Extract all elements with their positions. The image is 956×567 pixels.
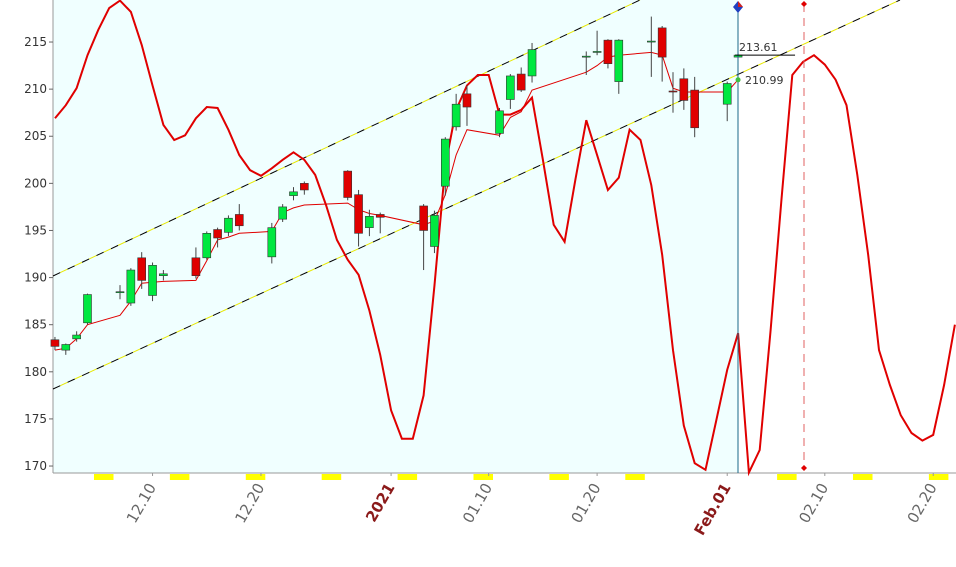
- candle-body: [234, 214, 244, 227]
- candle-body: [495, 110, 504, 134]
- candle-body: [451, 103, 461, 128]
- price-label: 213.61: [739, 41, 778, 54]
- weekend-marker: [321, 474, 342, 480]
- weekend-marker: [777, 474, 797, 480]
- candle-body: [191, 257, 201, 276]
- trend-line: [52, 0, 641, 277]
- candle-body: [159, 273, 168, 276]
- plot-background: [53, 0, 738, 473]
- candle-body: [50, 339, 60, 347]
- trend-lines: [52, 0, 901, 390]
- candle-body: [267, 227, 277, 258]
- y-tick-label: 190: [24, 271, 47, 285]
- candle-body: [72, 334, 81, 340]
- candle-body: [657, 27, 667, 58]
- candle-body: [614, 39, 624, 82]
- candle-body: [126, 269, 136, 304]
- weekend-marker: [245, 474, 266, 480]
- y-tick-label: 180: [24, 365, 47, 379]
- weekend-marker: [549, 474, 569, 480]
- x-tick-label: 12.20: [231, 480, 268, 526]
- weekend-marker: [928, 474, 949, 480]
- y-tick-label: 205: [24, 129, 47, 143]
- candle-body: [202, 232, 212, 259]
- x-tick-label: 02.10: [795, 480, 832, 526]
- y-tick-label: 215: [24, 35, 47, 49]
- price-label: 210.99: [745, 74, 784, 87]
- y-tick-label: 185: [24, 318, 47, 332]
- cursor-marker: [738, 1, 743, 7]
- trend-line: [52, 0, 641, 277]
- trend-line: [52, 0, 901, 390]
- weekend-marker: [397, 474, 418, 480]
- candle-body: [115, 291, 125, 294]
- weekend-marker: [93, 474, 114, 480]
- candle-body: [592, 51, 602, 53]
- candle-body: [722, 83, 732, 105]
- y-tick-label: 170: [24, 459, 47, 473]
- y-tick-label: 200: [24, 176, 47, 190]
- candle-body: [690, 89, 699, 129]
- candle-body: [419, 205, 428, 231]
- marks: [50, 0, 956, 480]
- trend-line: [52, 0, 901, 390]
- candle-body: [83, 294, 92, 324]
- candle-body: [506, 75, 515, 100]
- candle-body: [365, 216, 374, 228]
- weekend-marker: [625, 474, 645, 480]
- candle-body: [440, 138, 450, 187]
- projection-marker: [801, 465, 807, 471]
- y-tick-label: 195: [24, 223, 47, 237]
- candle-body: [137, 257, 146, 281]
- candle-body: [278, 206, 287, 220]
- weekend-marker: [473, 474, 494, 480]
- candle-body: [148, 265, 157, 296]
- price-marker: [735, 77, 741, 83]
- candle-body: [462, 93, 472, 108]
- candle-body: [603, 39, 613, 64]
- y-tick-label: 210: [24, 82, 47, 96]
- candle-body: [647, 40, 656, 43]
- y-tick-label: 175: [24, 412, 47, 426]
- candle-body: [224, 217, 233, 233]
- candle-body: [516, 73, 526, 91]
- x-tick-label: 02.20: [904, 480, 941, 526]
- projection-marker: [801, 1, 807, 7]
- x-tick-label: 01.10: [459, 480, 496, 526]
- candle-body: [430, 215, 439, 247]
- candle-body: [213, 229, 222, 239]
- x-tick-label: 01.20: [567, 480, 604, 526]
- candle-body: [375, 214, 385, 218]
- candle-body: [289, 191, 298, 196]
- candle-body: [581, 55, 591, 58]
- overlay-line: [54, 0, 956, 477]
- x-tick-label: Feb.01: [691, 480, 735, 538]
- candle-body: [343, 170, 353, 198]
- candle-body: [679, 78, 689, 101]
- candle-body: [354, 194, 363, 234]
- candle-body: [300, 183, 309, 191]
- weekend-marker: [852, 474, 873, 480]
- x-tick-label: 12.10: [123, 480, 160, 526]
- candle-body: [668, 90, 678, 93]
- x-tick-label: 2021: [362, 480, 398, 525]
- candle-body: [61, 344, 71, 351]
- weekend-marker: [169, 474, 190, 480]
- candle-body: [527, 49, 537, 77]
